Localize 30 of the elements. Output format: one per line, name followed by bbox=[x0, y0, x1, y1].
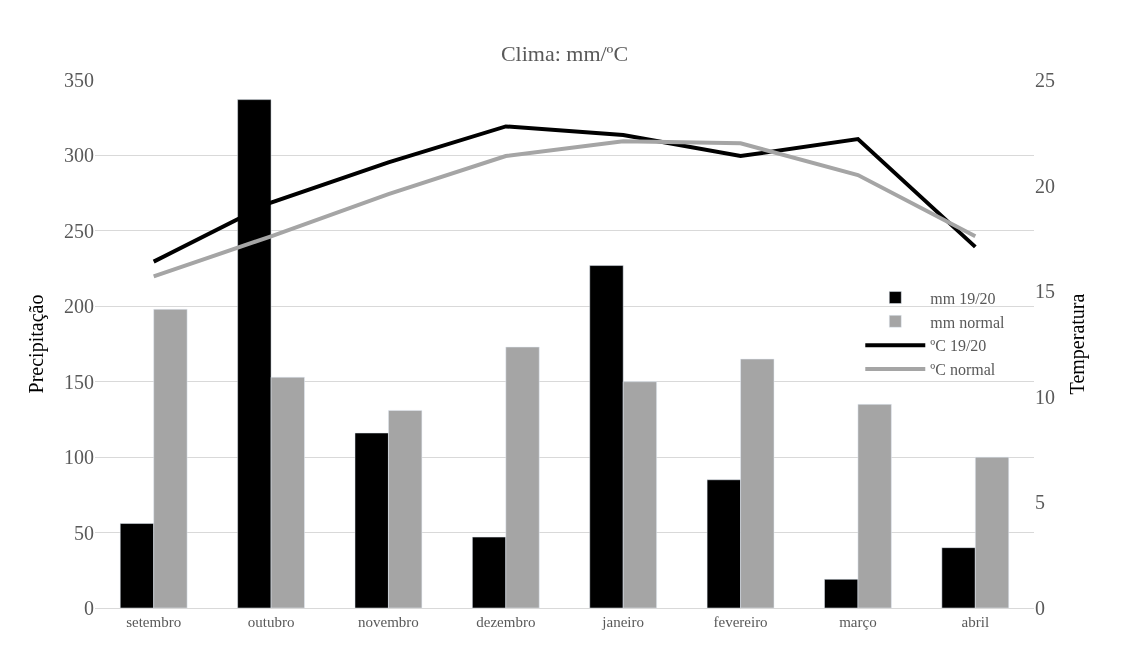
x-tick-label: dezembro bbox=[476, 614, 536, 630]
y2-tick-label: 10 bbox=[1035, 385, 1055, 408]
x-tick-label: abril bbox=[961, 614, 990, 630]
y-tick-label: 300 bbox=[64, 144, 94, 167]
y-tick-label: 0 bbox=[84, 597, 94, 619]
y2-tick-label: 20 bbox=[1035, 174, 1055, 197]
chart-title: Clima: mm/ºC bbox=[500, 41, 629, 67]
x-tick-label: março bbox=[839, 614, 877, 630]
y-tick-label: 350 bbox=[64, 69, 94, 91]
x-tick-label: fevereiro bbox=[713, 614, 768, 630]
y2-tick-label: 0 bbox=[1035, 597, 1045, 619]
y2-tick-label: 25 bbox=[1035, 69, 1055, 91]
legend-label: mm 19/20 bbox=[930, 289, 996, 307]
x-tick-label: novembro bbox=[358, 614, 419, 630]
y-tick-label: 250 bbox=[64, 219, 94, 242]
y2-tick-label: 15 bbox=[1035, 280, 1055, 303]
x-tick-label: outubro bbox=[247, 614, 295, 630]
y-tick-label: 50 bbox=[74, 521, 94, 544]
x-tick-label: janeiro bbox=[601, 614, 645, 630]
y-axis-title: Precipitação bbox=[24, 294, 48, 394]
y2-axis-title: Temperatura bbox=[1065, 293, 1089, 395]
legend-label: ºC 19/20 bbox=[930, 337, 987, 355]
y-tick-label: 150 bbox=[64, 370, 94, 393]
y-tick-label: 200 bbox=[64, 295, 94, 318]
line-series bbox=[151, 139, 978, 279]
y2-tick-label: 5 bbox=[1035, 491, 1045, 514]
legend-label: mm normal bbox=[930, 313, 1006, 331]
y-tick-label: 100 bbox=[64, 446, 94, 469]
legend-label: ºC normal bbox=[930, 361, 996, 379]
x-tick-label: setembro bbox=[126, 614, 182, 630]
